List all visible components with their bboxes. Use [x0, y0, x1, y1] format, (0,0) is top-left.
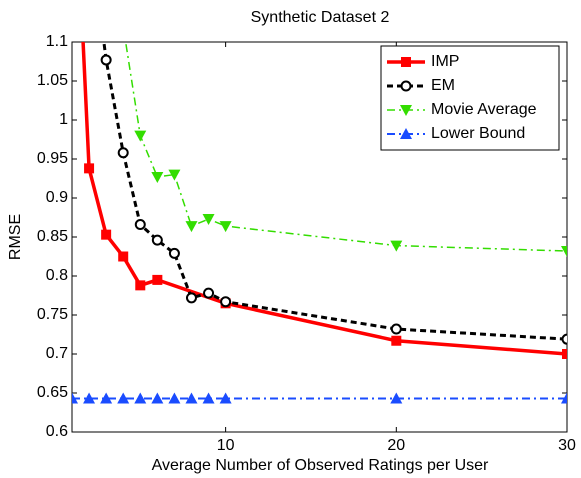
marker: [168, 247, 180, 259]
y-tick-label: 1.1: [46, 33, 68, 50]
marker: [72, 392, 78, 404]
series-line: [102, 42, 567, 341]
marker: [390, 392, 403, 404]
y-tick-label: 0.8: [46, 267, 68, 284]
marker: [134, 392, 147, 404]
marker: [83, 392, 96, 404]
marker: [101, 229, 112, 240]
series-line: [124, 42, 567, 252]
plot-area: [72, 21, 567, 404]
x-tick-label: 30: [558, 437, 576, 454]
marker: [168, 169, 181, 181]
marker: [561, 246, 567, 258]
marker: [117, 21, 129, 32]
marker: [390, 240, 403, 252]
marker: [151, 392, 164, 404]
marker: [134, 130, 147, 142]
marker: [152, 274, 163, 285]
y-tick-label: 1.05: [37, 72, 68, 89]
marker: [118, 251, 129, 262]
y-tick-label: 0.75: [37, 306, 68, 323]
marker: [390, 323, 402, 335]
y-axis-label: RMSE: [7, 214, 24, 260]
y-tick-label: 0.6: [46, 423, 68, 440]
marker: [117, 147, 129, 159]
marker: [561, 392, 567, 404]
legend-marker: [400, 128, 412, 139]
marker: [219, 392, 232, 404]
y-tick-label: 0.9: [46, 189, 68, 206]
marker: [151, 171, 164, 183]
y-tick-label: 0.95: [37, 150, 68, 167]
marker: [561, 333, 567, 345]
legend-marker: [401, 57, 411, 67]
marker: [151, 234, 163, 246]
chart-title: Synthetic Dataset 2: [251, 9, 390, 26]
marker: [391, 335, 402, 346]
x-axis-label: Average Number of Observed Ratings per U…: [152, 457, 489, 474]
marker: [84, 163, 95, 174]
marker: [562, 349, 567, 359]
legend-marker: [400, 105, 412, 116]
legend-label: EM: [431, 77, 455, 94]
x-tick-label: 20: [387, 437, 405, 454]
marker: [219, 221, 232, 233]
marker: [135, 280, 146, 291]
marker: [185, 392, 198, 404]
legend-label: IMP: [431, 53, 459, 70]
x-tick-label: 10: [217, 437, 235, 454]
marker: [202, 392, 215, 404]
marker: [185, 292, 197, 304]
marker: [168, 392, 181, 404]
y-tick-label: 1: [59, 111, 68, 128]
legend-label: Movie Average: [431, 101, 537, 118]
marker: [185, 221, 198, 233]
marker: [100, 392, 113, 404]
y-tick-label: 0.85: [37, 228, 68, 245]
y-tick-label: 0.7: [46, 345, 68, 362]
marker: [202, 214, 215, 226]
marker: [100, 54, 112, 66]
y-tick-label: 0.65: [37, 384, 68, 401]
marker: [220, 296, 232, 308]
marker: [117, 392, 130, 404]
legend-label: Lower Bound: [431, 125, 525, 142]
marker: [134, 219, 146, 231]
legend-marker: [400, 80, 412, 92]
marker: [203, 287, 215, 299]
